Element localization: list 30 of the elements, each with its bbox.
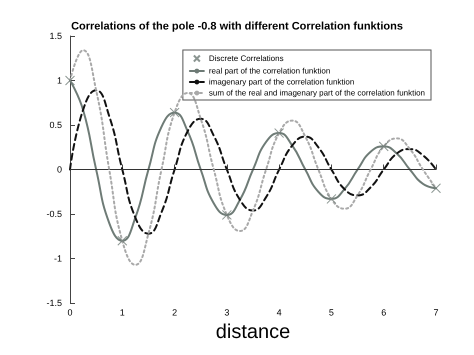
point	[170, 108, 180, 118]
y-tick-label: 1	[56, 76, 62, 86]
legend-label: real part of the correlation funktion	[208, 66, 330, 76]
x-tick-label: 2	[172, 308, 178, 318]
x-tick-label: 7	[433, 308, 439, 318]
legend-label: sum of the real and imagenary part of the correlation funktion	[208, 88, 426, 98]
y-tick-label: 0.5	[49, 120, 62, 130]
x-tick-label: 0	[67, 308, 73, 318]
point	[378, 141, 389, 152]
y-tick-label: -1	[54, 254, 62, 264]
point	[431, 183, 441, 194]
legend-label: imagenary part of the correlation funktion	[208, 78, 354, 86]
point	[117, 236, 128, 246]
x-tick-label: 6	[381, 308, 386, 318]
point	[326, 194, 336, 204]
y-tick-label: 0	[56, 164, 62, 175]
x-axis-title: distance	[216, 321, 290, 343]
point	[65, 76, 75, 86]
line-series	[69, 49, 437, 266]
x-tick-label: 5	[328, 308, 334, 318]
legend-label: Discrete Correlations	[208, 54, 284, 63]
x-tick-label: 3	[224, 308, 230, 318]
y-tick-label: 1.5	[49, 31, 62, 41]
point	[222, 210, 232, 220]
x-tick-label: 1	[120, 308, 125, 318]
x-tick-label: 4	[276, 308, 282, 318]
y-tick-label: -0.5	[46, 209, 62, 220]
chart-title: Correlations of the pole -0.8 with different Correlation funktions	[71, 20, 403, 32]
point	[274, 128, 284, 138]
y-tick-label: -1.5	[46, 298, 62, 308]
